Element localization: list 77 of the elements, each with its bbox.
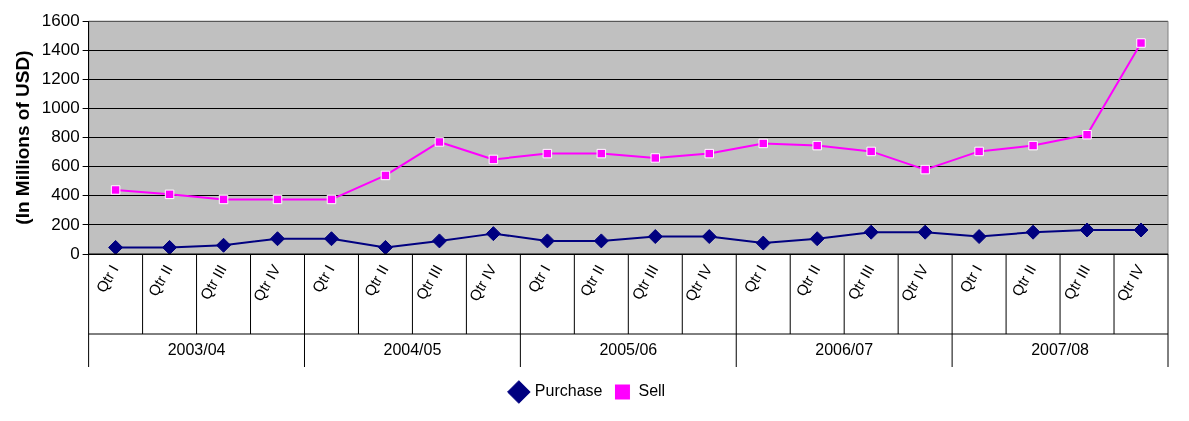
x-tick-label: Qtr II <box>576 261 608 299</box>
point <box>647 229 663 245</box>
x-tick-label: Qtr II <box>1007 261 1040 299</box>
x-tick-label: Qtr III <box>196 261 230 303</box>
x-tick-label: Qtr IV <box>1112 261 1148 304</box>
point <box>323 231 339 247</box>
text: 2005/06 <box>599 341 658 359</box>
x-tick-label: Qtr I <box>92 261 122 296</box>
y-tick-label: 0 <box>70 243 80 263</box>
point <box>380 170 391 181</box>
point <box>1082 129 1092 140</box>
x-tick-label: Qtr IV <box>897 261 932 304</box>
point <box>1136 38 1146 48</box>
point <box>812 140 822 151</box>
point <box>866 146 876 157</box>
point <box>971 229 987 245</box>
point <box>755 235 771 251</box>
point <box>593 233 609 249</box>
y-tick-label: 400 <box>51 185 80 205</box>
point <box>920 164 930 175</box>
x-tick-label: Qtr III <box>843 261 878 303</box>
point <box>1025 224 1041 240</box>
x-tick-label: Qtr II <box>144 261 176 299</box>
y-axis-title: (In Millions of USD) <box>11 50 33 225</box>
text: 2004/05 <box>383 341 442 359</box>
legend-label: Sell <box>638 382 666 400</box>
x-tick-label: Qtr IV <box>681 261 716 304</box>
x-tick-label: Qtr II <box>360 261 392 299</box>
point <box>326 194 337 205</box>
y-tick-label: 800 <box>51 127 80 147</box>
point <box>917 224 933 240</box>
point <box>1133 222 1149 238</box>
point <box>542 148 553 159</box>
point <box>164 189 175 200</box>
point <box>701 229 717 245</box>
x-tick-label: Qtr II <box>792 261 824 299</box>
x-tick-label: Qtr III <box>1059 261 1094 303</box>
point <box>110 185 121 195</box>
point <box>485 226 501 242</box>
point <box>539 233 555 249</box>
point <box>650 153 661 163</box>
x-tick-label: Qtr I <box>308 261 338 296</box>
x-tick-label: Qtr III <box>628 261 662 303</box>
point <box>863 224 879 240</box>
y-tick-label: 1200 <box>41 69 80 89</box>
point <box>809 231 825 247</box>
text: 2006/07 <box>815 341 874 359</box>
x-tick-label: Qtr I <box>956 261 986 296</box>
x-tick-label: Qtr I <box>740 261 770 296</box>
point <box>1028 140 1038 151</box>
legend-label: Purchase <box>534 382 603 400</box>
point <box>488 154 499 165</box>
y-tick-label: 600 <box>51 156 80 176</box>
point <box>758 138 768 149</box>
y-tick-label: 1400 <box>41 39 80 59</box>
text: 2007/08 <box>1031 341 1090 359</box>
point <box>272 194 283 205</box>
x-tick-label: Qtr I <box>524 261 554 296</box>
point <box>1079 222 1095 238</box>
point <box>162 239 178 254</box>
point <box>431 233 447 249</box>
y-tick-label: 1000 <box>41 98 80 118</box>
y-tick-label: 200 <box>51 214 80 234</box>
x-tick-label: Qtr IV <box>465 261 500 304</box>
point <box>218 194 229 205</box>
point <box>596 148 607 159</box>
x-tick-label: Qtr IV <box>249 261 284 304</box>
point <box>377 239 393 254</box>
point <box>434 137 445 147</box>
point <box>974 146 984 157</box>
point <box>270 231 286 247</box>
point <box>108 239 124 254</box>
x-tick-label: Qtr III <box>412 261 446 303</box>
point <box>704 148 715 159</box>
text: 2003/04 <box>167 341 226 359</box>
point <box>216 237 232 253</box>
y-tick-label: 1600 <box>41 10 80 30</box>
